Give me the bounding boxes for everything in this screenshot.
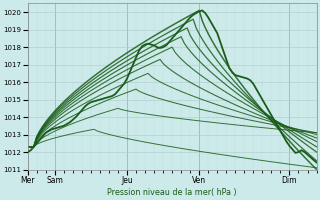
X-axis label: Pression niveau de la mer( hPa ): Pression niveau de la mer( hPa ) — [107, 188, 237, 197]
